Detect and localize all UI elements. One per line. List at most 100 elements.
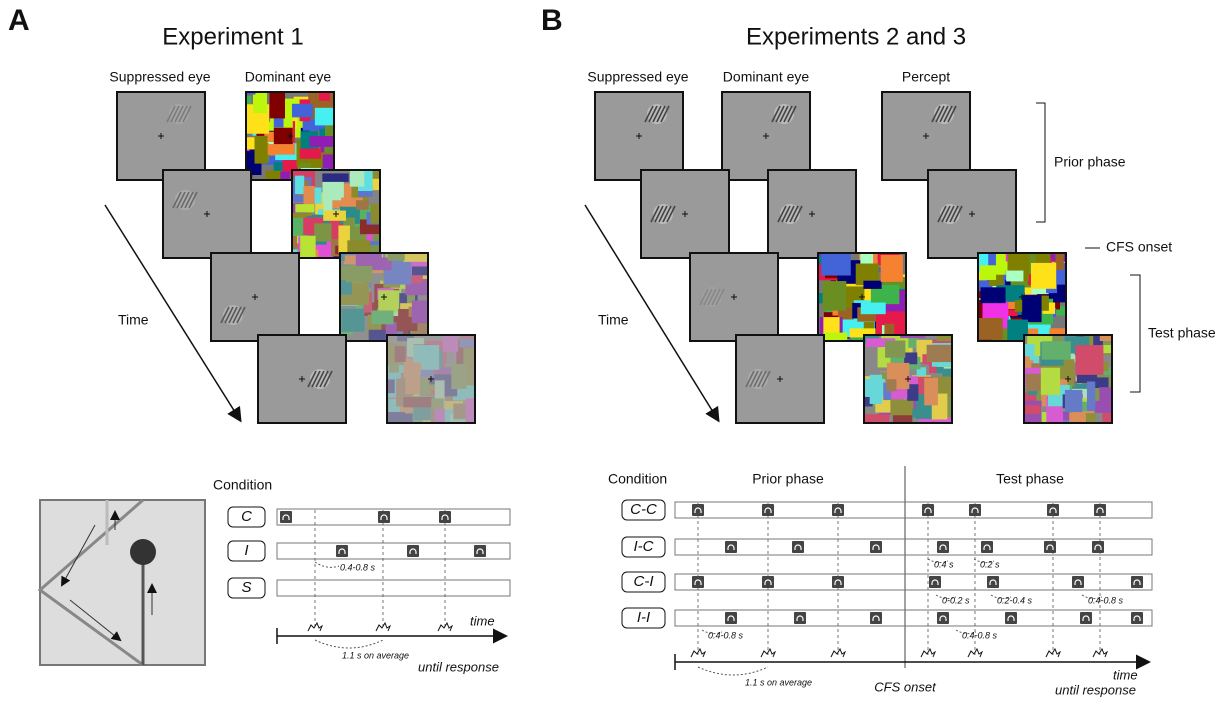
sound-icon [937,612,949,624]
stimulus [722,92,810,180]
mosaic [1016,327,1131,437]
axis-sublabel: until response [1055,682,1136,697]
time-label: Time [118,312,149,328]
eye-label: Dominant eye [245,69,332,85]
bounce-diagram [40,500,205,665]
stimulus [117,92,205,180]
stimulus [641,170,729,258]
timeline-row [675,502,1152,518]
sound-icon [336,545,348,557]
interval-label: 0.2-0.4 s [997,595,1033,605]
stimulus [595,92,683,180]
condition-header: Condition [608,471,667,487]
interval-arc [698,667,768,675]
condition-label: C-I [634,573,654,590]
sound-icon [792,541,804,553]
interval-label: 0-0.2 s [942,595,970,605]
sound-icon [280,511,292,523]
sound-icon [725,612,737,624]
interval-arc [315,562,339,567]
bounce-burst [1093,649,1107,657]
interval-arc [315,640,383,648]
average-label: 1.1 s on average [342,650,409,660]
sound-icon [1080,612,1092,624]
panel-letter: A [8,4,30,37]
bounce-burst [1046,649,1060,657]
sound-icon [439,511,451,523]
mosaic [858,328,972,435]
sound-icon [870,541,882,553]
stimulus [928,170,1016,258]
bounce-burst [831,649,845,657]
sound-icon [832,504,844,516]
eye-label: Percept [902,69,950,85]
timeline-row [277,580,510,596]
bounce-burst [968,649,982,657]
sound-icon [1092,541,1104,553]
cfs-onset-label: CFS onset [1106,239,1172,255]
condition-label: S [241,579,251,596]
condition-label: C [241,508,252,525]
stimulus [211,253,299,341]
interval-label: 0.4 s [934,559,954,569]
stimulus [379,327,489,436]
cfs-axis-label: CFS onset [874,679,937,694]
stimulus [258,335,346,423]
sound-icon [1131,612,1143,624]
condition-label: I-C [634,538,654,555]
sound-icon [474,545,486,557]
sound-icon [762,576,774,588]
axis-sublabel: until response [418,659,499,674]
sound-icon [725,541,737,553]
sound-icon [870,612,882,624]
sound-icon [378,511,390,523]
sound-icon [1094,504,1106,516]
sound-icon [922,504,934,516]
average-label: 1.1 s on average [745,677,812,687]
interval-label: 0.4-0.8 s [1088,595,1124,605]
sound-icon [1005,612,1017,624]
sound-icon [987,576,999,588]
sound-icon [937,541,949,553]
sound-icon [981,541,993,553]
timeline-row [675,539,1152,555]
interval-label: 0.4-0.8 s [340,562,376,572]
axis-label: time [470,613,495,628]
bounce-burst [761,649,775,657]
stimulus [163,170,251,258]
condition-label: C-C [630,501,657,518]
eye-label: Suppressed eye [109,69,210,85]
bounce-burst [691,649,705,657]
timeline-phase: Prior phase [752,471,824,487]
sound-icon [407,545,419,557]
stimulus [768,170,856,258]
stimulus [690,253,778,341]
sound-icon [832,576,844,588]
panel-letter: B [541,4,563,37]
timeline-row [277,509,510,525]
interval-label: 0.4-0.8 s [708,630,744,640]
sound-icon [1044,541,1056,553]
sound-icon [1047,504,1059,516]
sound-icon [1131,576,1143,588]
sound-icon [969,504,981,516]
timeline-phase: Test phase [996,471,1064,487]
interval-label: 0.4-0.8 s [962,630,998,640]
sound-icon [929,576,941,588]
stimulus [882,92,970,180]
phase-label: Test phase [1148,325,1216,341]
sound-icon [692,576,704,588]
phase-label: Prior phase [1054,154,1126,170]
time-label: Time [598,312,629,328]
eye-label: Suppressed eye [587,69,688,85]
condition-label: I [244,542,248,559]
figure: A Experiment 1 Suppressed eye Dominant e… [0,0,1228,697]
bracket [1130,275,1140,392]
condition-header: Condition [213,477,272,493]
panel-title: Experiment 1 [162,23,303,50]
sound-icon [794,612,806,624]
mosaic [379,327,489,436]
sound-icon [762,504,774,516]
panel-title: Experiments 2 and 3 [746,23,966,50]
stimulus [1016,327,1131,437]
